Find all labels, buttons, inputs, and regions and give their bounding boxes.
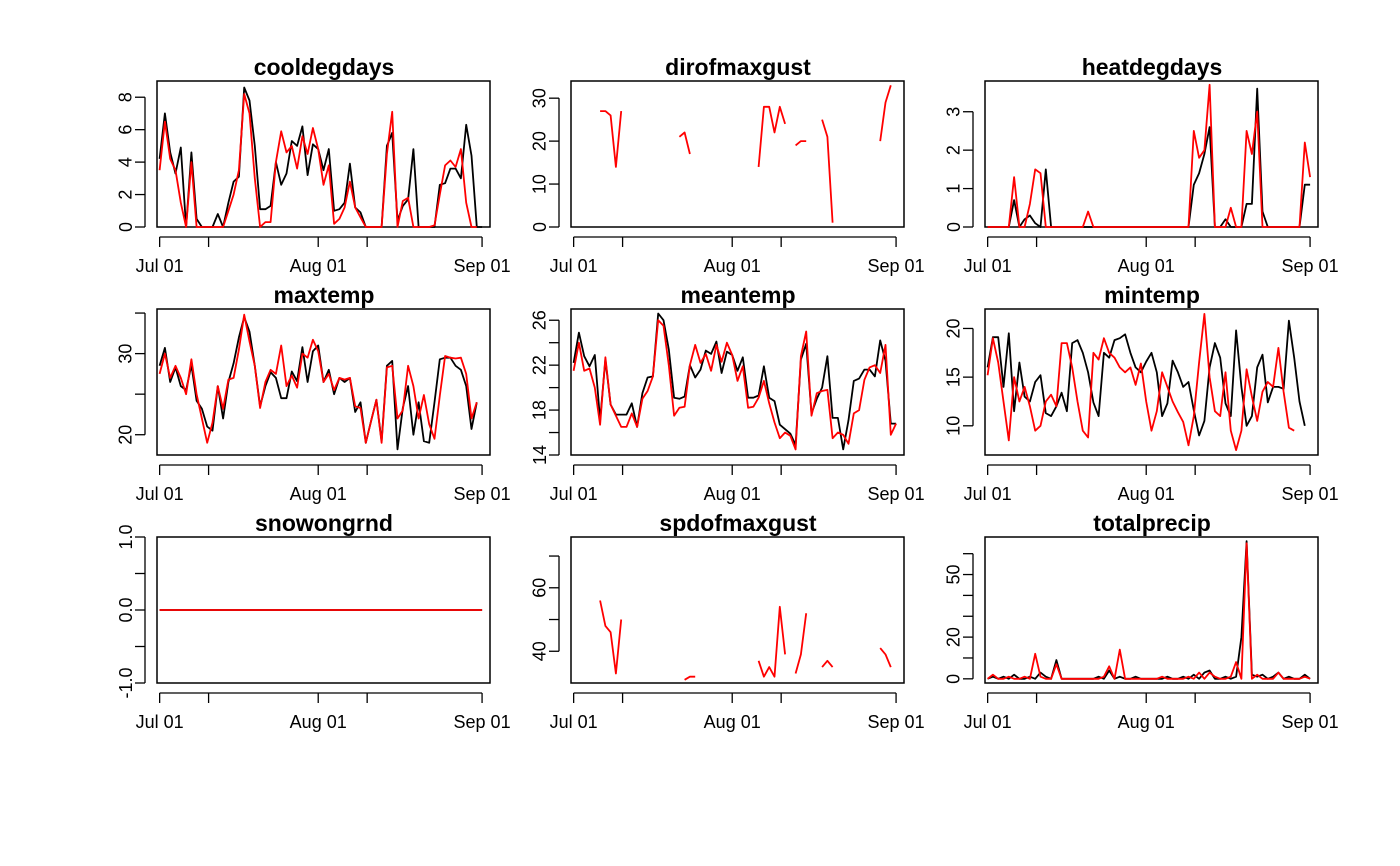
- panel-title: totalprecip: [1093, 510, 1211, 536]
- x-tick-label: Sep 01: [1282, 712, 1339, 732]
- x-tick-label: Sep 01: [454, 256, 511, 276]
- x-tick-label: Jul 01: [550, 712, 598, 732]
- x-tick-label: Jul 01: [550, 484, 598, 504]
- y-tick-label: 0.0: [116, 597, 136, 622]
- y-tick-label: 40: [530, 641, 550, 661]
- x-tick-label: Jul 01: [964, 256, 1012, 276]
- x-tick-label: Aug 01: [290, 712, 347, 732]
- x-tick-label: Jul 01: [550, 256, 598, 276]
- x-tick-label: Aug 01: [704, 712, 761, 732]
- panel-title: maxtemp: [274, 282, 375, 308]
- y-tick-label: 14: [530, 445, 550, 465]
- x-tick-label: Aug 01: [704, 256, 761, 276]
- y-tick-label: 15: [944, 367, 964, 387]
- x-tick-label: Jul 01: [136, 484, 184, 504]
- x-tick-label: Sep 01: [868, 256, 925, 276]
- y-tick-label: 20: [944, 627, 964, 647]
- x-tick-label: Aug 01: [1118, 484, 1175, 504]
- x-tick-label: Sep 01: [1282, 256, 1339, 276]
- y-tick-label: 0: [944, 674, 964, 684]
- x-tick-label: Jul 01: [136, 712, 184, 732]
- x-tick-label: Sep 01: [1282, 484, 1339, 504]
- y-tick-label: 4: [116, 157, 136, 167]
- y-tick-label: 1: [944, 184, 964, 194]
- y-tick-label: 22: [530, 355, 550, 375]
- x-tick-label: Sep 01: [454, 484, 511, 504]
- y-tick-label: 26: [530, 310, 550, 330]
- y-tick-label: 20: [530, 131, 550, 151]
- y-tick-label: 2: [944, 145, 964, 155]
- y-tick-label: 20: [116, 425, 136, 445]
- y-tick-label: 0: [116, 222, 136, 232]
- x-tick-label: Aug 01: [290, 256, 347, 276]
- y-tick-label: 10: [530, 174, 550, 194]
- y-tick-label: 6: [116, 125, 136, 135]
- y-tick-label: 8: [116, 92, 136, 102]
- panel-title: cooldegdays: [254, 54, 395, 80]
- y-tick-label: 60: [530, 578, 550, 598]
- x-tick-label: Jul 01: [964, 712, 1012, 732]
- y-tick-label: 0: [530, 222, 550, 232]
- panel-title: snowongrnd: [255, 510, 393, 536]
- panel-title: dirofmaxgust: [665, 54, 811, 80]
- x-tick-label: Jul 01: [964, 484, 1012, 504]
- panel-title: mintemp: [1104, 282, 1200, 308]
- y-tick-label: 30: [116, 344, 136, 364]
- y-tick-label: 1.0: [116, 524, 136, 549]
- x-tick-label: Sep 01: [454, 712, 511, 732]
- x-tick-label: Aug 01: [290, 484, 347, 504]
- x-tick-label: Aug 01: [1118, 712, 1175, 732]
- y-tick-label: 3: [944, 107, 964, 117]
- x-tick-label: Sep 01: [868, 484, 925, 504]
- x-tick-label: Jul 01: [136, 256, 184, 276]
- y-tick-label: 2: [116, 190, 136, 200]
- panel-title: meantemp: [680, 282, 795, 308]
- panel-title: heatdegdays: [1082, 54, 1223, 80]
- y-tick-label: 18: [530, 400, 550, 420]
- panel-title: spdofmaxgust: [659, 510, 817, 536]
- y-tick-label: 30: [530, 88, 550, 108]
- x-tick-label: Aug 01: [704, 484, 761, 504]
- y-tick-label: 0: [944, 222, 964, 232]
- x-tick-label: Aug 01: [1118, 256, 1175, 276]
- y-tick-label: -1.0: [116, 667, 136, 698]
- x-tick-label: Sep 01: [868, 712, 925, 732]
- y-tick-label: 50: [944, 565, 964, 585]
- y-tick-label: 20: [944, 318, 964, 338]
- y-tick-label: 10: [944, 416, 964, 436]
